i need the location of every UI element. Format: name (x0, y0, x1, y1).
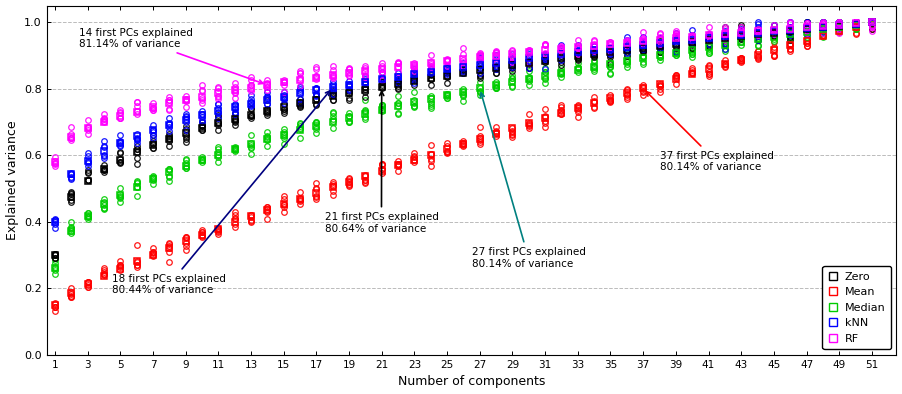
Text: 14 first PCs explained
81.14% of variance: 14 first PCs explained 81.14% of varianc… (79, 28, 263, 84)
Text: 27 first PCs explained
80.14% of variance: 27 first PCs explained 80.14% of varianc… (472, 93, 585, 269)
Text: 21 first PCs explained
80.64% of variance: 21 first PCs explained 80.64% of varianc… (325, 91, 438, 234)
Y-axis label: Explained variance: Explained variance (5, 121, 19, 240)
Text: 18 first PCs explained
80.44% of variance: 18 first PCs explained 80.44% of varianc… (112, 91, 330, 296)
X-axis label: Number of components: Number of components (398, 375, 546, 388)
Text: 37 first PCs explained
80.14% of variance: 37 first PCs explained 80.14% of varianc… (647, 92, 773, 172)
Legend: Zero, Mean, Median, kNN, RF: Zero, Mean, Median, kNN, RF (823, 266, 891, 349)
